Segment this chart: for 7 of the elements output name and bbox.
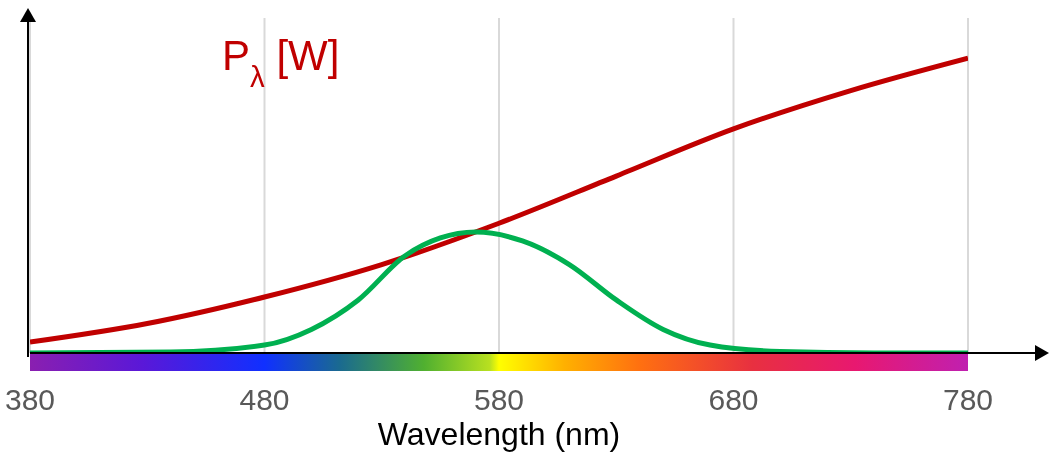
- text: P$_{λ}$ [W]: [222, 32, 340, 93]
- x-tick-label: 480: [239, 383, 290, 417]
- x-tick-label: 780: [942, 383, 994, 417]
- x-tick-label: 680: [708, 383, 759, 417]
- x-axis-title: Wavelength (nm): [377, 416, 621, 452]
- x-tick-label: 580: [473, 383, 525, 417]
- x-tick-label: 380: [4, 383, 56, 417]
